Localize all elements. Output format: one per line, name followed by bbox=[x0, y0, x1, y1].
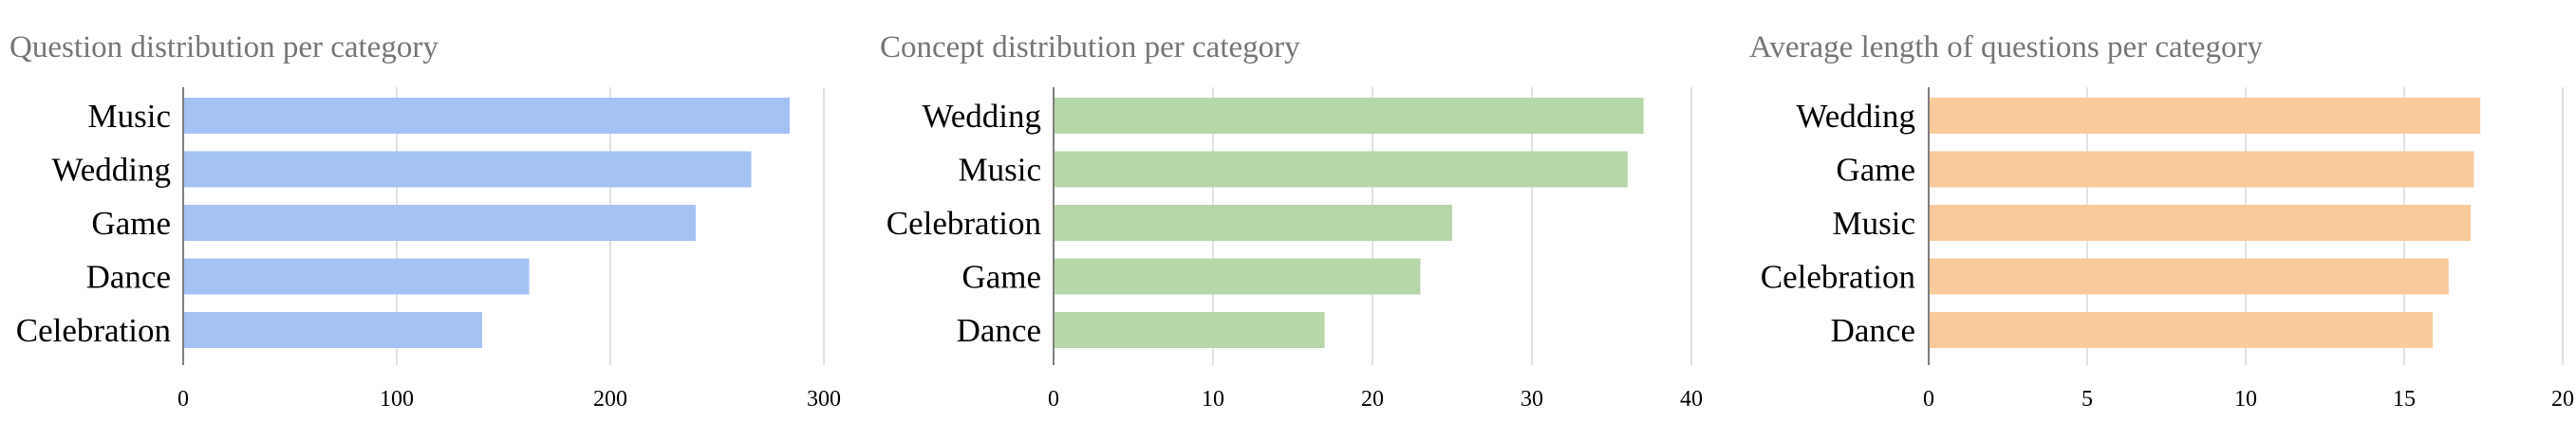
x-tick-label: 200 bbox=[593, 387, 627, 412]
bar bbox=[1054, 312, 1325, 348]
bar bbox=[183, 151, 752, 188]
category-label: Wedding bbox=[1797, 98, 1916, 135]
bar bbox=[183, 98, 790, 134]
x-tick-label: 300 bbox=[807, 387, 841, 412]
category-label: Celebration bbox=[16, 312, 171, 349]
category-label: Celebration bbox=[1761, 259, 1915, 296]
x-tick-label: 10 bbox=[1202, 387, 1224, 412]
x-tick-label: 15 bbox=[2393, 387, 2416, 412]
x-tick-label: 0 bbox=[1923, 387, 1934, 412]
category-label: Music bbox=[1833, 205, 1916, 242]
x-tick-label: 20 bbox=[1361, 387, 1384, 412]
chart-title: Concept distribution per category bbox=[880, 30, 1300, 64]
category-label: Dance bbox=[86, 259, 171, 296]
x-tick-label: 0 bbox=[1048, 387, 1059, 412]
category-label: Celebration bbox=[887, 205, 1041, 242]
x-tick-label: 100 bbox=[380, 387, 414, 412]
bar bbox=[1929, 312, 2434, 348]
category-label: Music bbox=[959, 152, 1042, 189]
bar bbox=[183, 205, 696, 241]
bar bbox=[1929, 98, 2481, 134]
x-tick-label: 0 bbox=[177, 387, 189, 412]
question-distribution-chart: Question distribution per category 0 100 2… bbox=[9, 30, 841, 412]
category-label: Dance bbox=[1831, 312, 1915, 349]
bar bbox=[1929, 258, 2449, 295]
category-label: Game bbox=[961, 259, 1041, 296]
bar bbox=[183, 258, 530, 295]
x-tick-label: 20 bbox=[2551, 387, 2574, 412]
category-label: Dance bbox=[957, 312, 1041, 349]
category-label: Game bbox=[1836, 152, 1915, 189]
bar bbox=[1054, 258, 1421, 295]
bar bbox=[1054, 205, 1452, 241]
bar bbox=[1054, 151, 1628, 188]
category-label: Music bbox=[88, 98, 172, 135]
chart-title: Average length of questions per category bbox=[1749, 30, 2263, 64]
category-label: Game bbox=[91, 205, 171, 242]
x-tick-label: 40 bbox=[1680, 387, 1703, 412]
category-label: Wedding bbox=[923, 98, 1042, 135]
concept-distribution-chart: Concept distribution per category 0 10 20 3… bbox=[880, 30, 1703, 412]
x-tick-label: 30 bbox=[1521, 387, 1543, 412]
category-label: Wedding bbox=[52, 152, 172, 189]
average-length-chart: Average length of questions per category… bbox=[1749, 30, 2574, 412]
x-tick-label: 10 bbox=[2234, 387, 2257, 412]
bar bbox=[1054, 98, 1644, 134]
bar bbox=[183, 312, 482, 348]
bar bbox=[1929, 205, 2472, 241]
chart-title: Question distribution per category bbox=[9, 30, 439, 64]
x-tick-label: 5 bbox=[2081, 387, 2093, 412]
bar bbox=[1929, 151, 2474, 188]
